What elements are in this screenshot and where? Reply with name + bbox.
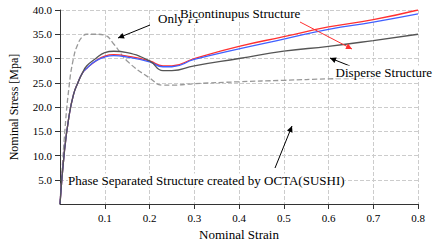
- svg-text:40.0: 40.0: [33, 4, 53, 16]
- svg-text:0.2: 0.2: [143, 212, 157, 224]
- svg-text:30.0: 30.0: [33, 53, 53, 65]
- svg-text:15.0: 15.0: [33, 125, 53, 137]
- svg-text:Nominal Stress [Mpa]: Nominal Stress [Mpa]: [7, 54, 21, 161]
- svg-text:0.5: 0.5: [277, 212, 291, 224]
- svg-text:Bicontinupus Structure: Bicontinupus Structure: [180, 6, 300, 21]
- svg-text:10.0: 10.0: [33, 150, 53, 162]
- svg-text:Disperse Structure: Disperse Structure: [336, 65, 433, 80]
- svg-text:0.3: 0.3: [187, 212, 201, 224]
- svg-text:25.0: 25.0: [33, 77, 53, 89]
- svg-text:0.7: 0.7: [366, 212, 380, 224]
- svg-text:5.0: 5.0: [38, 174, 52, 186]
- svg-text:Phase Separated Structure crea: Phase Separated Structure created by OCT…: [68, 173, 345, 188]
- svg-text:20.0: 20.0: [33, 101, 53, 113]
- svg-text:0.1: 0.1: [98, 212, 112, 224]
- svg-text:Nominal Strain: Nominal Strain: [199, 227, 279, 242]
- svg-text:0.6: 0.6: [322, 212, 336, 224]
- svg-text:0.8: 0.8: [411, 212, 425, 224]
- svg-text:0.4: 0.4: [232, 212, 246, 224]
- svg-text:35.0: 35.0: [33, 28, 53, 40]
